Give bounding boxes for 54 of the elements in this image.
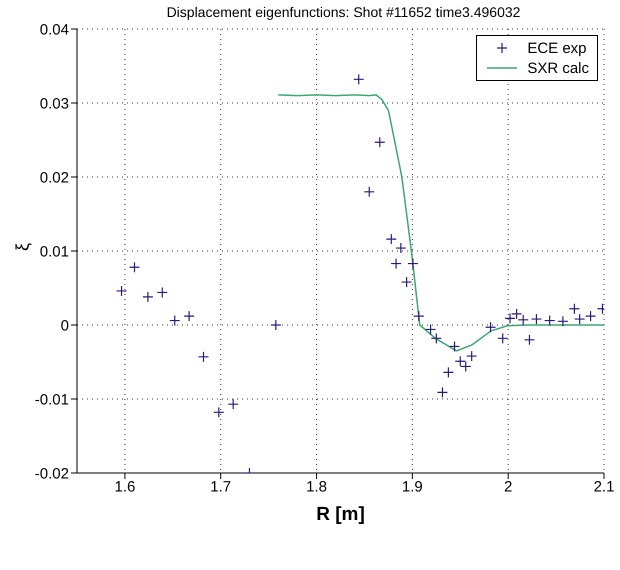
- y-tick-label: 0.04: [40, 21, 69, 38]
- legend-label: SXR calc: [527, 60, 589, 76]
- x-tick-label: 1.8: [306, 478, 327, 496]
- point: [530, 313, 542, 325]
- point: [407, 258, 419, 270]
- y-tick-label: -0.01: [34, 391, 69, 408]
- point: [169, 314, 180, 326]
- point: [436, 386, 448, 398]
- point: [390, 258, 402, 270]
- point: [466, 350, 478, 362]
- point: [128, 262, 140, 273]
- x-tick-label: 1.7: [210, 478, 232, 496]
- point: [524, 334, 536, 346]
- point: [544, 314, 556, 326]
- chart-title: Displacement eigenfunctions: Shot #11652 time3.496032: [166, 4, 522, 20]
- legend-label: ECE exp: [527, 40, 587, 56]
- point: [504, 312, 516, 324]
- point: [442, 366, 454, 378]
- x-axis-title: R [m]: [316, 504, 365, 525]
- point: [116, 285, 128, 297]
- point: [401, 276, 412, 288]
- x-tick-label: 1.6: [114, 478, 136, 496]
- point: [574, 313, 586, 325]
- point: [270, 319, 282, 331]
- point: [364, 186, 375, 198]
- point: [484, 322, 496, 333]
- point: [497, 332, 508, 344]
- point: [413, 310, 424, 322]
- point: [430, 332, 442, 344]
- point: [448, 340, 460, 352]
- point: [386, 234, 397, 245]
- point: [213, 406, 224, 418]
- x-tick-label: 2: [504, 478, 512, 496]
- point: [395, 242, 406, 254]
- y-tick-label: 0.02: [40, 169, 69, 186]
- point: [557, 316, 568, 327]
- point: [184, 310, 195, 322]
- point: [374, 136, 386, 148]
- y-tick-label: 0.03: [40, 95, 69, 112]
- point: [198, 351, 210, 362]
- point: [568, 303, 580, 314]
- y-tick-label: 0.01: [40, 243, 69, 260]
- x-tick-label: 1.9: [402, 478, 423, 496]
- point: [142, 291, 154, 302]
- x-tick-label: 2.1: [594, 478, 614, 496]
- point: [353, 74, 364, 85]
- y-tick-label: -0.02: [34, 465, 69, 482]
- point: [584, 310, 596, 322]
- line-series: [277, 94, 604, 352]
- point: [424, 324, 436, 336]
- point: [156, 286, 168, 298]
- y-axis-title: ξ: [12, 242, 32, 251]
- y-tick-label: 0: [60, 317, 69, 334]
- point: [228, 398, 239, 410]
